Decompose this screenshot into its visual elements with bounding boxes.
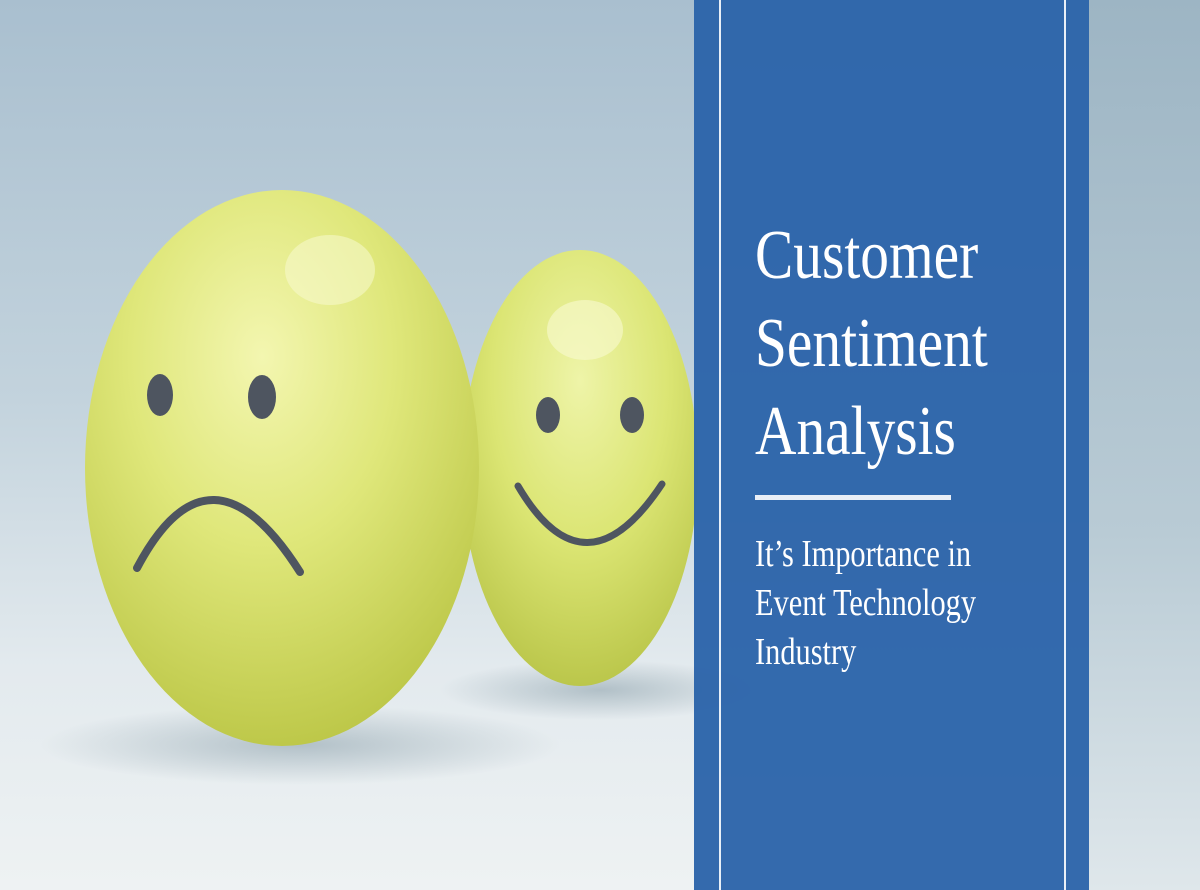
banner-title: Customer Sentiment Analysis [755, 212, 988, 476]
title-line: Analysis [755, 393, 956, 470]
panel-border-right [1064, 0, 1066, 890]
subtitle-line: Event Technology [755, 582, 977, 624]
subtitle-line: Industry [755, 631, 857, 673]
title-panel [694, 0, 1089, 890]
egg-shadow [440, 660, 760, 720]
title-line: Customer [755, 217, 979, 294]
background-right-strip [1089, 0, 1200, 890]
sad-face-egg [85, 190, 479, 746]
panel-border-left [719, 0, 721, 890]
egg-shadow [40, 705, 560, 785]
title-divider [755, 495, 951, 500]
subtitle-line: It’s Importance in [755, 533, 972, 575]
title-line: Sentiment [755, 305, 988, 382]
banner-subtitle: It’s Importance in Event Technology Indu… [755, 530, 976, 677]
happy-face-egg [462, 250, 698, 686]
